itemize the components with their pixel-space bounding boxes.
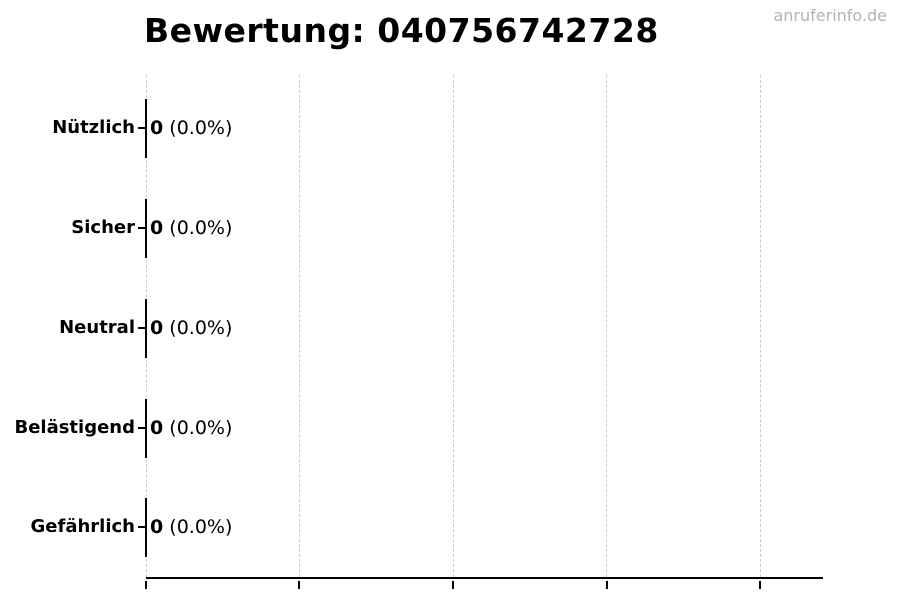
x-axis-tick <box>759 581 761 589</box>
value-annotation: 0 (0.0%) <box>150 315 232 341</box>
value-count: 0 <box>150 417 164 439</box>
value-percent: (0.0%) <box>169 117 233 139</box>
gridline-2 <box>299 75 300 577</box>
value-percent: (0.0%) <box>169 217 233 239</box>
bar-outline <box>145 399 147 458</box>
y-axis-tick <box>138 127 145 129</box>
y-axis-tick <box>138 227 145 229</box>
value-count: 0 <box>150 217 164 239</box>
category-label: Nützlich <box>52 117 135 138</box>
value-percent: (0.0%) <box>169 417 233 439</box>
value-percent: (0.0%) <box>169 516 233 538</box>
y-axis-tick <box>138 427 145 429</box>
watermark-text: anruferinfo.de <box>773 6 887 25</box>
value-annotation: 0 (0.0%) <box>150 514 232 540</box>
category-label: Gefährlich <box>30 516 135 537</box>
value-count: 0 <box>150 117 164 139</box>
category-label: Neutral <box>59 317 135 338</box>
value-count: 0 <box>150 516 164 538</box>
y-axis-tick <box>138 526 145 528</box>
x-axis-tick <box>145 581 147 589</box>
value-percent: (0.0%) <box>169 317 233 339</box>
x-axis-tick <box>298 581 300 589</box>
category-label: Sicher <box>71 217 135 238</box>
x-axis-tick <box>452 581 454 589</box>
value-annotation: 0 (0.0%) <box>150 115 232 141</box>
plot-area <box>146 75 823 579</box>
bar-outline <box>145 99 147 158</box>
x-axis-tick <box>606 581 608 589</box>
gridline-3 <box>453 75 454 577</box>
bar-outline <box>145 299 147 358</box>
gridline-5 <box>760 75 761 577</box>
y-axis-tick <box>138 327 145 329</box>
value-count: 0 <box>150 317 164 339</box>
category-label: Belästigend <box>14 417 135 438</box>
gridline-4 <box>606 75 607 577</box>
value-annotation: 0 (0.0%) <box>150 215 232 241</box>
bar-outline <box>145 498 147 557</box>
value-annotation: 0 (0.0%) <box>150 415 232 441</box>
bar-outline <box>145 199 147 258</box>
chart-title: Bewertung: 040756742728 <box>144 11 659 50</box>
